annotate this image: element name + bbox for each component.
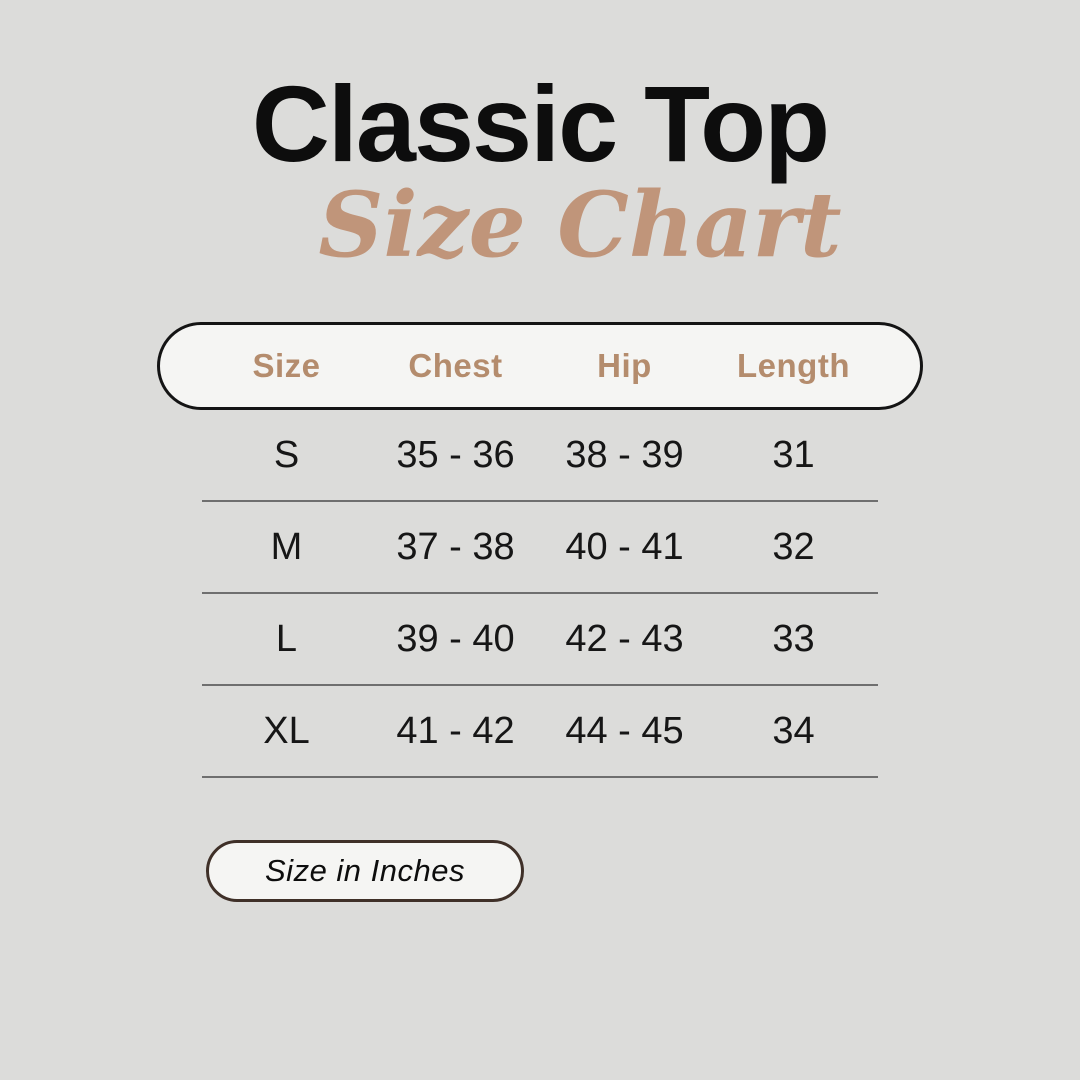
units-badge: Size in Inches: [206, 840, 524, 902]
column-header-hip: Hip: [597, 347, 652, 384]
table-row-m: M 37 - 38 40 - 41 32: [202, 502, 878, 594]
cell-hip: 40 - 41: [565, 525, 684, 568]
cell-size: XL: [263, 709, 310, 752]
cell-chest: 39 - 40: [396, 617, 515, 660]
cell-length: 31: [772, 433, 815, 476]
page-subtitle: Size Chart: [318, 172, 842, 278]
cell-size: L: [275, 617, 298, 660]
cell-chest: 37 - 38: [396, 525, 515, 568]
size-table: S 35 - 36 38 - 39 31 M 37 - 38 40 - 41 3…: [202, 410, 878, 778]
table-row-xl: XL 41 - 42 44 - 45 34: [202, 686, 878, 778]
cell-length: 32: [772, 525, 815, 568]
cell-length: 34: [772, 709, 815, 752]
table-header-pill: Size Chest Hip Length: [157, 322, 923, 410]
table-row-l: L 39 - 40 42 - 43 33: [202, 594, 878, 686]
cell-hip: 42 - 43: [565, 617, 684, 660]
cell-size: M: [270, 525, 303, 568]
column-header-chest: Chest: [408, 347, 503, 384]
cell-hip: 44 - 45: [565, 709, 684, 752]
table-header-row: Size Chest Hip Length: [202, 347, 878, 385]
cell-chest: 41 - 42: [396, 709, 515, 752]
column-header-length: Length: [737, 347, 850, 384]
cell-hip: 38 - 39: [565, 433, 684, 476]
cell-chest: 35 - 36: [396, 433, 515, 476]
table-row-s: S 35 - 36 38 - 39 31: [202, 410, 878, 502]
cell-length: 33: [772, 617, 815, 660]
column-header-size: Size: [252, 347, 321, 384]
units-label: Size in Inches: [265, 853, 465, 888]
page-title: Classic Top: [251, 63, 830, 184]
cell-size: S: [273, 433, 300, 476]
